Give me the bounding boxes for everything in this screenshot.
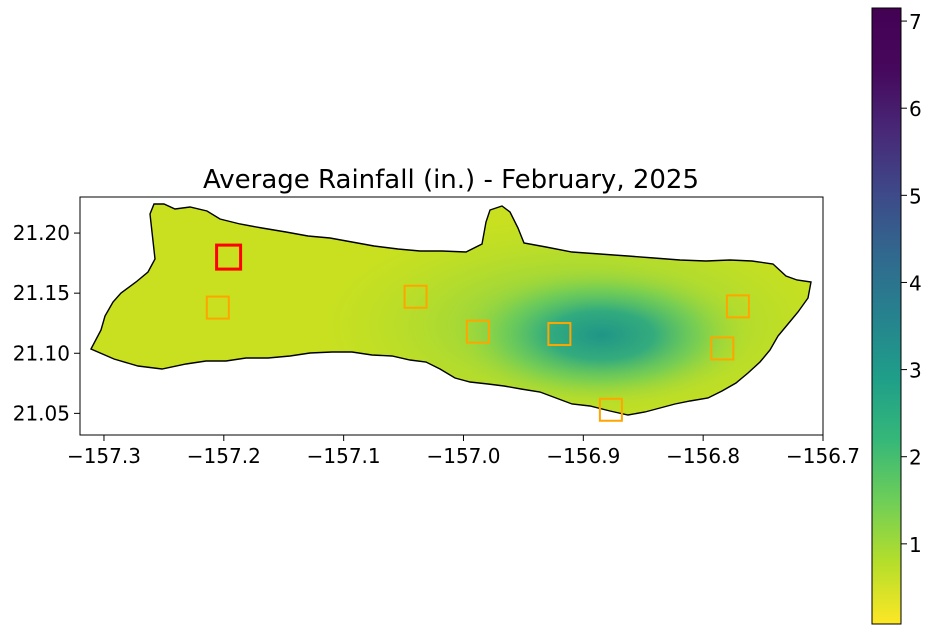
x-axis-ticks: −157.3 −157.2 −157.1 −157.0 −156.9 −156.8 −156… (67, 435, 860, 468)
station-marker[interactable] (465, 319, 490, 344)
x-tick-label: −156.7 (786, 444, 860, 468)
x-tick-label: −157.3 (67, 444, 141, 468)
colorbar-tick-label: 5 (909, 184, 922, 208)
x-tick-label: −157.2 (187, 444, 261, 468)
colorbar-tick-label: 4 (909, 271, 922, 295)
x-tick-label: −157.1 (307, 444, 381, 468)
selected-station-marker[interactable] (215, 243, 243, 271)
y-tick-label: 21.10 (13, 341, 70, 365)
colorbar-gradient (871, 7, 902, 625)
colorbar-tick-label: 7 (909, 10, 922, 34)
colorbar-tick-label: 2 (909, 446, 922, 470)
station-marker[interactable] (547, 322, 572, 347)
map-title: Average Rainfall (in.) - February, 2025 (203, 165, 699, 195)
y-tick-label: 21.05 (13, 401, 70, 425)
station-marker[interactable] (205, 295, 230, 320)
island-rainfall-field (90, 203, 812, 416)
colorbar-ticks: 1 2 3 4 5 6 7 (901, 10, 922, 557)
map-axes: −157.3 −157.2 −157.1 −157.0 −156.9 −156.8 −156… (13, 196, 860, 468)
axes-frame (79, 196, 824, 436)
x-tick-label: −156.8 (666, 444, 740, 468)
rainfall-peak-zone (451, 265, 752, 406)
colorbar-tick-label: 3 (909, 359, 922, 383)
colorbar-tick-label: 6 (909, 97, 922, 121)
station-marker[interactable] (725, 294, 750, 319)
colorbar: 1 2 3 4 5 6 7 (871, 7, 922, 625)
y-tick-label: 21.15 (13, 281, 70, 305)
coastline (90, 203, 812, 416)
x-tick-label: −156.9 (546, 444, 620, 468)
station-marker[interactable] (710, 336, 735, 361)
station-marker[interactable] (403, 284, 428, 309)
colorbar-tick-label: 1 (909, 533, 922, 557)
y-tick-label: 21.20 (13, 221, 70, 245)
station-markers (205, 243, 750, 422)
station-marker[interactable] (598, 397, 623, 422)
x-tick-label: −157.0 (426, 444, 500, 468)
y-axis-ticks: 21.20 21.15 21.10 21.05 (13, 221, 80, 425)
